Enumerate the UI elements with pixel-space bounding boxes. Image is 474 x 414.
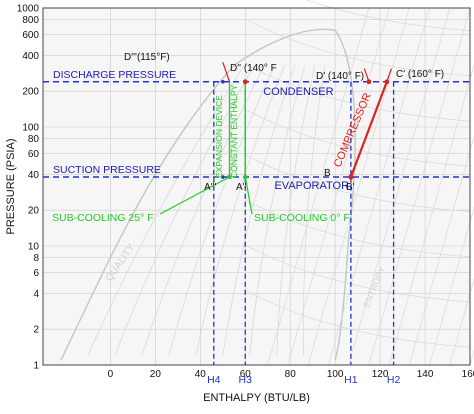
entropy-line (429, 206, 474, 366)
d2-label: D'' (140° F (230, 63, 277, 74)
y-tick-label: 8 (33, 253, 39, 264)
x-tick-label: 140 (417, 369, 434, 380)
d1-leader (363, 68, 370, 82)
condenser-label: CONDENSER (263, 86, 333, 98)
plot-frame (42, 7, 471, 366)
d1-label: D' (140° F) (316, 71, 364, 82)
y-tick-label: 4 (33, 289, 39, 300)
entropy-line (307, 7, 410, 366)
temperature-curve (245, 63, 471, 122)
y-tick-label: 20 (28, 206, 40, 217)
y-tick-label: 100 (22, 123, 39, 134)
temperature-curve (245, 290, 471, 348)
c1-leader (386, 68, 392, 82)
entropy-line (287, 7, 390, 366)
x-tick-label: 40 (195, 369, 207, 380)
x-tick-label: 100 (327, 369, 344, 380)
temperature-curve (305, 0, 471, 31)
quality-curve (114, 65, 255, 356)
cycle-point (220, 79, 225, 84)
enthalpy-reference-label: H3 (239, 374, 253, 386)
x-axis-title: ENTHALPY (BTU/LB) (203, 392, 310, 404)
x-tick-label: 20 (150, 369, 162, 380)
x-tick-label: 60 (240, 369, 252, 380)
subcool-25-label: SUB-COOLING 25° F (52, 212, 154, 224)
x-tick-label: 160 (462, 369, 474, 380)
entropy-line (348, 7, 451, 366)
y-tick-label: 40 (28, 170, 40, 181)
enthalpy-reference-label: H1 (344, 374, 358, 386)
temperature-curve (245, 154, 471, 212)
quality-curve (276, 65, 316, 356)
quality-curve (303, 65, 326, 356)
entropy-line (328, 7, 430, 366)
temperature-curve (245, 109, 471, 167)
expansion-device-label: EXPANSION DEVICE (214, 95, 224, 178)
subcool-0-label: SUB-COOLING 0° F (254, 212, 350, 224)
subcool-0-leader (244, 176, 253, 215)
y-axis-title: PRESSURE (PSIA) (5, 139, 17, 235)
a3-label: A''' (204, 182, 216, 193)
pressure-reference-label: SUCTION PRESSURE (53, 164, 161, 176)
y-tick-label: 1 (33, 361, 39, 372)
quality-curve (168, 65, 275, 356)
temperature-curve (245, 244, 471, 303)
point-d2-marker (242, 79, 248, 85)
saturated-vapor-curve (334, 29, 356, 361)
reference-lines (43, 80, 470, 365)
temperature-curve (245, 18, 471, 77)
y-tick-label: 800 (22, 15, 39, 26)
y-tick-label: 60 (28, 149, 40, 160)
enthalpy-reference-label: H4 (207, 374, 221, 386)
entropy-line (408, 135, 474, 366)
evaporator-label: EVAPORATOR (274, 180, 349, 192)
d3-label: D'''(115°F) (124, 52, 170, 63)
y-tick-label: 200 (22, 87, 39, 98)
entropy-line (388, 63, 474, 366)
subcool-25-leader (159, 176, 230, 215)
point-b-marker (348, 174, 354, 180)
cycle-point (220, 175, 225, 179)
a2-label: A'' (236, 182, 247, 193)
cycle-marks (159, 62, 392, 215)
y-tick-label: 10 (28, 242, 40, 253)
y-tick-label: 2 (33, 325, 39, 336)
y-tick-label: 1000 (17, 4, 40, 15)
constant-enthalpy-label: CONSTANT ENTHALPY (229, 84, 239, 178)
b1-label: B' (346, 182, 355, 193)
quality-curve (87, 65, 245, 356)
y-tick-label: 600 (22, 30, 39, 41)
enthalpy-reference-label: H2 (387, 374, 401, 386)
pressure-reference-label: DISCHARGE PRESSURE (53, 69, 176, 81)
b-label: B (324, 168, 331, 179)
y-tick-label: 400 (22, 51, 39, 62)
compression-line (349, 81, 388, 178)
chart-labels: DISCHARGE PRESSURE SUCTION PRESSURE H4 H3 H1… (52, 52, 444, 386)
quality-curve (249, 65, 306, 356)
c1-label: C' (160° F) (396, 69, 444, 80)
grid-lines (43, 7, 471, 366)
x-tick-label: 120 (372, 369, 389, 380)
d3-leader (222, 62, 231, 82)
saturated-liquid-curve (60, 28, 336, 361)
entropy-line (449, 278, 474, 366)
quality-curve (195, 65, 285, 356)
x-tick-label: 0 (108, 369, 114, 380)
x-tick-label: 80 (285, 369, 297, 380)
entropy-line (368, 7, 471, 366)
entropy-line (267, 7, 370, 366)
y-tick-label: 80 (28, 134, 40, 145)
quality-curve (222, 65, 296, 356)
temperature-curve (245, 199, 471, 258)
plot-area (43, 8, 470, 365)
y-tick-label: 6 (33, 268, 39, 279)
